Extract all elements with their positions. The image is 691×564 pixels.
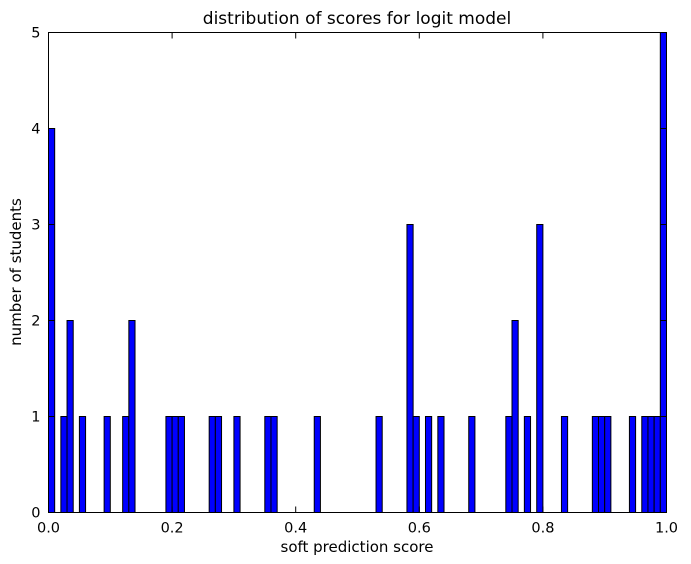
y-tick-label: 3 — [31, 218, 40, 234]
histogram-bar — [628, 416, 637, 513]
chart-title: distribution of scores for logit model — [203, 9, 511, 29]
histogram-bar — [78, 416, 87, 513]
histogram-bar — [122, 416, 130, 513]
histogram-bar — [505, 416, 513, 513]
y-tick-label: 5 — [31, 26, 40, 42]
histogram-bar — [270, 416, 278, 513]
histogram-bar — [437, 416, 445, 513]
histogram-bar — [171, 416, 179, 513]
histogram-bar — [560, 416, 569, 513]
y-tick-label: 4 — [31, 122, 40, 138]
histogram-bar — [536, 224, 544, 513]
histogram-bar — [598, 416, 606, 513]
x-tick-label: 0.2 — [161, 521, 184, 537]
y-tick-label: 1 — [31, 410, 40, 426]
x-tick-label: 0.0 — [37, 521, 60, 537]
histogram-bar — [264, 416, 272, 513]
histogram-bar — [406, 224, 414, 513]
plot-frame — [48, 32, 667, 513]
histogram-bar — [591, 416, 600, 513]
x-tick-label: 0.6 — [408, 521, 431, 537]
histogram-bar — [468, 416, 476, 513]
histogram-bar — [128, 320, 136, 513]
histogram-bar — [66, 320, 74, 513]
histogram-bar — [659, 32, 668, 513]
histogram-bar — [412, 416, 420, 513]
histogram-bar — [424, 416, 433, 513]
x-tick-label: 1.0 — [655, 521, 678, 537]
histogram-bar — [653, 416, 661, 513]
histogram-bar — [511, 320, 519, 513]
y-tick-label: 2 — [31, 314, 40, 330]
x-axis-label: soft prediction score — [281, 538, 434, 556]
histogram-bar — [641, 416, 649, 513]
histogram-bar — [313, 416, 321, 513]
x-tick-label: 0.8 — [531, 521, 554, 537]
histogram-bar — [103, 416, 111, 513]
histogram-bar — [647, 416, 655, 513]
histogram-bar — [177, 416, 185, 513]
y-ticks: 0 1 2 3 4 5 — [31, 26, 667, 522]
histogram-bar — [233, 416, 241, 513]
y-axis-label: number of students — [7, 198, 25, 346]
histogram-bar — [523, 416, 532, 513]
histogram-bar — [375, 416, 383, 513]
histogram-bar — [60, 416, 68, 513]
y-tick-label: 0 — [31, 506, 40, 522]
x-tick-label: 0.4 — [284, 521, 307, 537]
bars-group — [48, 32, 668, 513]
histogram-bar — [214, 416, 223, 513]
x-ticks: 0.0 0.2 0.4 0.6 0.8 1.0 — [37, 32, 678, 537]
histogram-bar — [604, 416, 612, 513]
histogram-bar — [208, 416, 216, 513]
histogram-bar — [165, 416, 173, 513]
